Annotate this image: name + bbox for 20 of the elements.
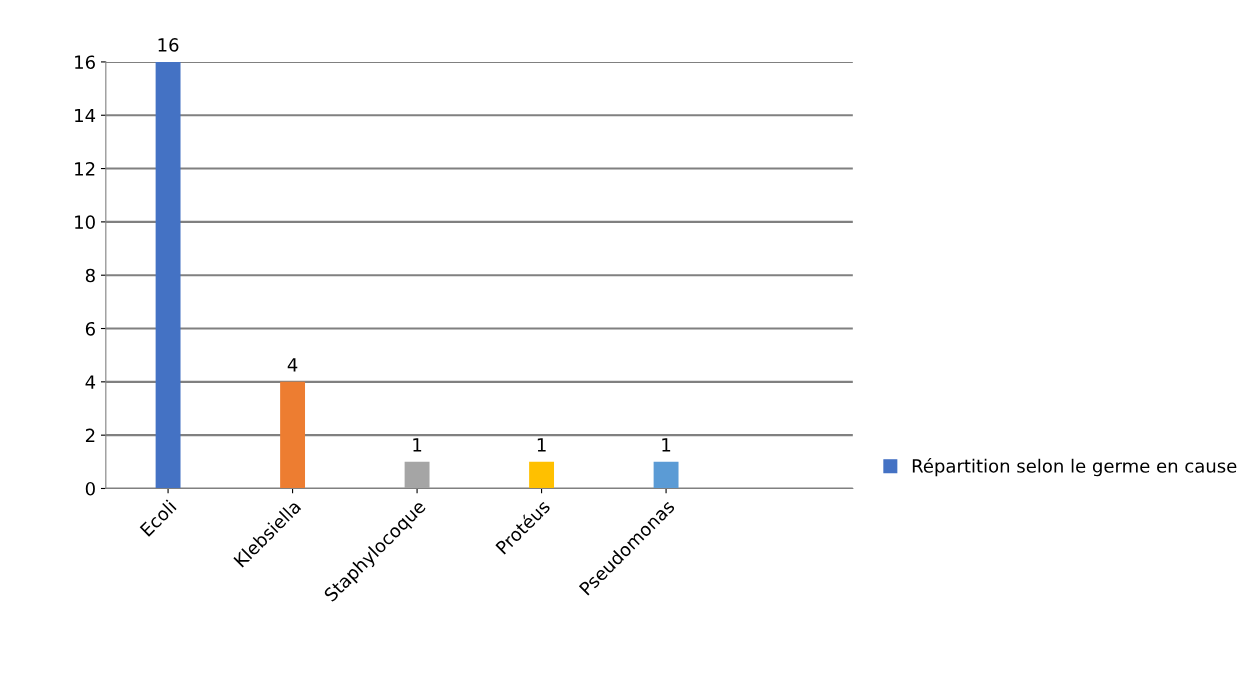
data-label: 4 <box>287 358 298 372</box>
y-tick-label: 2 <box>85 428 95 443</box>
y-tick-label: 14 <box>75 108 96 123</box>
y-tick-label: 8 <box>85 268 95 283</box>
bar <box>653 461 679 489</box>
y-tick-label: 16 <box>75 55 95 70</box>
data-label: 1 <box>537 438 546 452</box>
bar <box>155 61 181 489</box>
y-tick-label: 10 <box>75 215 95 229</box>
bar <box>404 461 430 489</box>
y-tick-label: 12 <box>75 162 95 176</box>
data-label: 1 <box>413 438 422 452</box>
y-tick-label: 6 <box>85 321 95 336</box>
legend-label: Répartition selon le germe en cause <box>912 458 1237 477</box>
y-tick-label: 0 <box>85 481 95 496</box>
bar <box>280 381 306 489</box>
bar <box>529 461 555 489</box>
data-label: 1 <box>662 438 671 452</box>
data-label: 16 <box>158 38 179 52</box>
y-tick-label: 4 <box>85 375 96 389</box>
